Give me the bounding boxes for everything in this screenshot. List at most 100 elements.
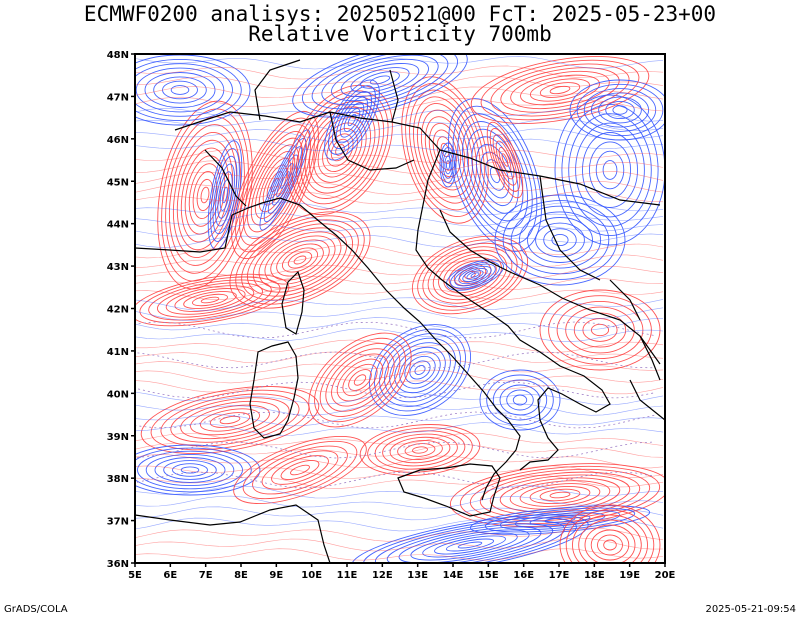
contour-line	[300, 101, 380, 199]
contour-line	[412, 446, 428, 454]
contour-line	[535, 222, 585, 258]
lon-tick-label: 19E	[619, 570, 640, 581]
contour-line	[445, 538, 495, 552]
contour-line	[401, 76, 489, 224]
contour-line	[389, 436, 451, 464]
lon-tick-label: 10E	[301, 570, 322, 581]
contour-line	[518, 211, 602, 269]
contour-line	[271, 455, 329, 485]
lon-tick-label: 9E	[269, 570, 283, 581]
contour-line	[135, 96, 664, 112]
contour-line	[200, 296, 220, 304]
contour-line	[565, 509, 655, 563]
contour-line	[549, 85, 571, 95]
contour-line	[170, 397, 290, 443]
contour-line	[569, 79, 665, 141]
footer-credit: GrADS/COLA	[4, 604, 68, 615]
contour-line	[135, 223, 664, 238]
contour-line	[384, 337, 456, 403]
zero-contour-line	[135, 441, 656, 459]
contour-line	[494, 194, 626, 286]
contour-line	[135, 149, 664, 163]
contour-line	[176, 139, 234, 251]
contour-line	[135, 380, 664, 395]
contour-line	[222, 186, 228, 204]
lat-tick-label: 40N	[107, 389, 129, 400]
lat-tick-label: 48N	[107, 50, 129, 61]
lat-tick-label: 44N	[107, 220, 129, 231]
contour-line	[180, 400, 280, 440]
contour-line	[287, 84, 393, 216]
zero-contour-line	[135, 411, 656, 429]
contour-line	[135, 273, 290, 327]
contour-line	[281, 247, 319, 273]
contour-line	[135, 65, 664, 80]
contour-line	[262, 164, 288, 206]
contour-line	[191, 293, 229, 307]
contour-line	[135, 171, 664, 185]
contour-line	[135, 75, 664, 89]
contour-line	[489, 128, 521, 192]
contour-line	[492, 379, 548, 421]
contour-line	[135, 328, 664, 343]
lat-tick-label: 46N	[107, 135, 129, 146]
contour-line	[428, 122, 462, 178]
contour-line	[394, 346, 446, 394]
contour-line	[590, 529, 630, 561]
contour-line	[135, 212, 664, 227]
contour-line	[443, 256, 497, 294]
contour-line	[445, 160, 451, 170]
lat-tick-label: 36N	[107, 559, 129, 570]
contour-line	[209, 412, 251, 428]
contour-line	[135, 191, 664, 205]
contour-line	[554, 94, 665, 246]
contour-line	[572, 514, 648, 563]
contour-line	[135, 475, 664, 489]
contour-line	[479, 369, 561, 431]
lat-tick-label: 41N	[107, 347, 129, 358]
contour-line	[183, 290, 237, 310]
contour-line	[135, 276, 664, 290]
chart-subtitle: Relative Vorticity 700mb	[248, 22, 552, 46]
contour-line	[174, 288, 246, 312]
contour-line	[368, 324, 472, 416]
zero-contour-line	[135, 351, 656, 369]
lon-tick-label: 8E	[234, 570, 248, 581]
contour-line	[135, 412, 664, 427]
latitude-axis: 36N 37N 38N 39N 40N 41N 42N 43N 44N 45N 46N 47N 48N	[107, 50, 135, 570]
contour-line	[506, 389, 534, 411]
contour-line	[454, 263, 496, 287]
contour-line	[140, 386, 320, 454]
contour-line	[165, 285, 255, 315]
zero-contour-line	[135, 381, 656, 399]
lon-tick-label: 11E	[337, 570, 358, 581]
contour-line	[172, 463, 208, 477]
chart-title: ECMWF0200 analisys: 20250521@00 FcT: 202…	[83, 2, 717, 26]
lon-tick-label: 15E	[478, 570, 499, 581]
contour-line	[582, 132, 638, 208]
contour-line	[324, 79, 380, 161]
contour-line	[217, 171, 233, 219]
contour-line	[422, 242, 518, 308]
contour-line	[199, 408, 261, 432]
contour-line	[135, 201, 664, 215]
contour-line	[290, 464, 310, 476]
contour-line	[135, 63, 233, 117]
contour-line	[339, 102, 365, 138]
contour-line	[148, 279, 272, 321]
contour-line	[214, 163, 236, 227]
contour-line	[519, 483, 601, 507]
contour-line	[153, 76, 207, 104]
contour-line	[595, 150, 625, 190]
contour-line	[457, 541, 483, 549]
contour-line	[374, 430, 466, 470]
contour-line	[135, 485, 664, 499]
contour-line	[163, 460, 217, 480]
contour-line	[322, 128, 358, 172]
contour-line	[319, 343, 401, 417]
contour-line	[135, 118, 664, 133]
contour-line	[490, 63, 630, 117]
contour-line	[135, 138, 664, 152]
contour-line	[180, 147, 230, 243]
contour-line	[243, 131, 307, 239]
